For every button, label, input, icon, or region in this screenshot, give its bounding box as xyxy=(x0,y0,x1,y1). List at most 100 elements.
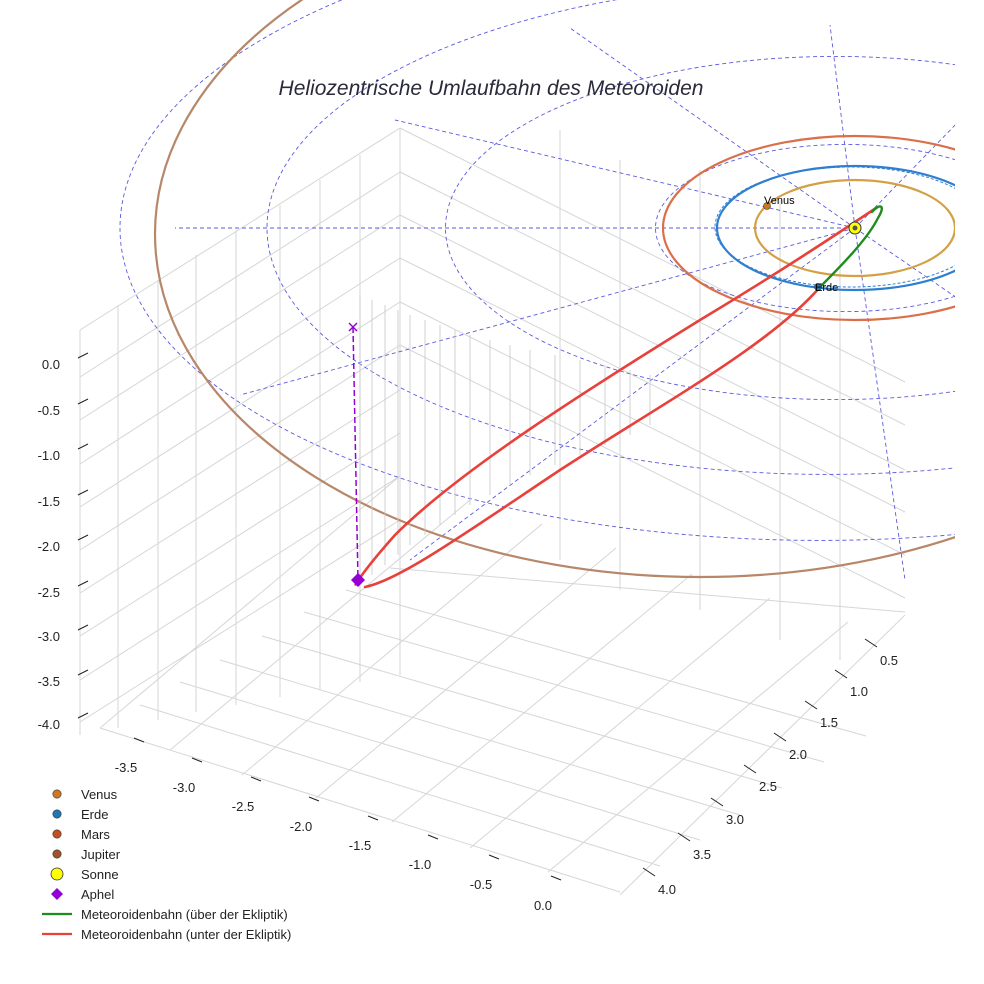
y-tick-label: 4.0 xyxy=(658,882,676,897)
grid-line xyxy=(79,475,401,681)
axis-ticks: 0.0 -0.5 -1.0 -1.5 -2.0 -2.5 -3.0 -3.5 -4.0 -3.5 -… xyxy=(38,352,898,913)
grid-line xyxy=(79,519,401,723)
y-tick-mark xyxy=(677,832,691,842)
y-tick-mark xyxy=(773,732,787,742)
ecliptic-spoke xyxy=(239,227,856,396)
legend-label: Aphel xyxy=(81,886,115,902)
grid-line xyxy=(399,127,906,383)
ecliptic-spoke xyxy=(409,227,856,561)
grid-line xyxy=(79,432,401,637)
grid-line xyxy=(303,611,825,763)
grid-line xyxy=(169,499,471,751)
sun-core xyxy=(852,225,858,231)
x-tick-mark xyxy=(250,776,262,782)
legend-label: Venus xyxy=(81,786,118,802)
grid-line xyxy=(547,621,849,873)
x-tick-mark xyxy=(133,737,145,743)
legend-label: Jupiter xyxy=(81,846,121,862)
legend-symbol xyxy=(38,804,76,824)
z-tick-mark xyxy=(77,534,89,541)
z-tick-label: -3.0 xyxy=(38,629,60,644)
grid-line xyxy=(345,589,867,737)
grid-line xyxy=(99,475,401,729)
legend: Venus Erde Mars Jupiter Sonne Aphel Meteoroide… xyxy=(38,784,291,944)
x-tick-label: 0.0 xyxy=(534,898,552,913)
legend-symbol xyxy=(38,904,76,924)
legend-label: Sonne xyxy=(81,866,119,882)
z-tick-label: -2.0 xyxy=(38,539,60,554)
legend-entry: Meteoroidenbahn (über der Ekliptik) xyxy=(38,904,291,924)
grid-line xyxy=(79,389,401,594)
legend-label: Mars xyxy=(81,826,110,842)
projection-lines xyxy=(352,295,651,585)
z-tick-mark xyxy=(77,712,89,719)
aphel-projection-line xyxy=(352,326,359,581)
pane-grid xyxy=(79,127,906,896)
orbit-venus xyxy=(753,178,955,278)
x-tick-label: -2.5 xyxy=(232,799,254,814)
grid-line xyxy=(399,344,906,599)
ecliptic-ring xyxy=(119,0,955,541)
z-tick-label: -4.0 xyxy=(38,717,60,732)
x-tick-mark xyxy=(427,834,439,840)
trajectory-green xyxy=(818,205,883,289)
y-tick-label: 3.0 xyxy=(726,812,744,827)
planet-orbits xyxy=(154,0,955,578)
y-tick-mark xyxy=(804,700,818,710)
legend-entry: Meteoroidenbahn (unter der Ekliptik) xyxy=(38,924,291,944)
grid-line xyxy=(79,344,401,551)
legend-label: Meteoroidenbahn (unter der Ekliptik) xyxy=(81,926,292,942)
z-tick-label: 0.0 xyxy=(42,357,60,372)
x-tick-mark xyxy=(367,815,379,821)
erde-marker xyxy=(814,283,822,291)
legend-symbol xyxy=(38,864,76,884)
z-tick-label: -1.5 xyxy=(38,494,60,509)
z-tick-mark xyxy=(77,352,89,359)
legend-symbol xyxy=(38,844,76,864)
grid-line xyxy=(79,214,401,421)
venus-label: Venus xyxy=(764,195,795,207)
x-tick-label: -2.0 xyxy=(290,819,312,834)
y-tick-label: 1.5 xyxy=(820,715,838,730)
meteoroid-trajectory xyxy=(354,205,883,589)
markers: Venus Erde xyxy=(348,195,862,587)
erde-label: Erde xyxy=(815,282,838,294)
grid-line xyxy=(79,301,401,508)
orbit-jupiter xyxy=(154,0,955,578)
x-tick-label: -1.0 xyxy=(409,857,431,872)
trajectory-red-upper xyxy=(354,206,878,586)
ecliptic-spoke xyxy=(569,27,856,229)
x-tick-mark xyxy=(308,796,320,802)
ecliptic-ring xyxy=(655,143,955,313)
z-tick-label: -3.5 xyxy=(38,674,60,689)
grid-line xyxy=(391,573,693,823)
trajectory-red-lower xyxy=(363,285,822,589)
y-tick-label: 3.5 xyxy=(693,847,711,862)
z-tick-mark xyxy=(77,580,89,587)
z-tick-mark xyxy=(77,443,89,450)
ecliptic-spoke xyxy=(394,119,856,229)
grid-line xyxy=(79,171,401,378)
grid-line xyxy=(139,704,661,867)
y-tick-label: 0.5 xyxy=(880,653,898,668)
grid-line xyxy=(219,659,741,816)
grid-line xyxy=(399,301,906,556)
z-tick-mark xyxy=(77,624,89,631)
venus-marker xyxy=(763,202,771,210)
chart-title: Heliozentrische Umlaufbahn des Meteoroid… xyxy=(279,77,704,100)
x-tick-label: -3.0 xyxy=(173,780,195,795)
legend-label: Erde xyxy=(81,806,109,822)
z-tick-mark xyxy=(77,669,89,676)
grid-line xyxy=(399,171,906,426)
legend-symbol xyxy=(38,924,76,944)
grid-line xyxy=(179,681,701,841)
y-tick-mark xyxy=(710,797,724,807)
grid-line xyxy=(469,597,771,849)
grid-line xyxy=(261,635,783,789)
orbit-erde xyxy=(715,164,955,292)
ecliptic-spoke xyxy=(854,227,955,298)
z-tick-label: -1.0 xyxy=(38,448,60,463)
grid-line xyxy=(399,214,906,471)
ecliptic-ring xyxy=(445,56,955,400)
legend-entry: Erde xyxy=(38,804,291,824)
